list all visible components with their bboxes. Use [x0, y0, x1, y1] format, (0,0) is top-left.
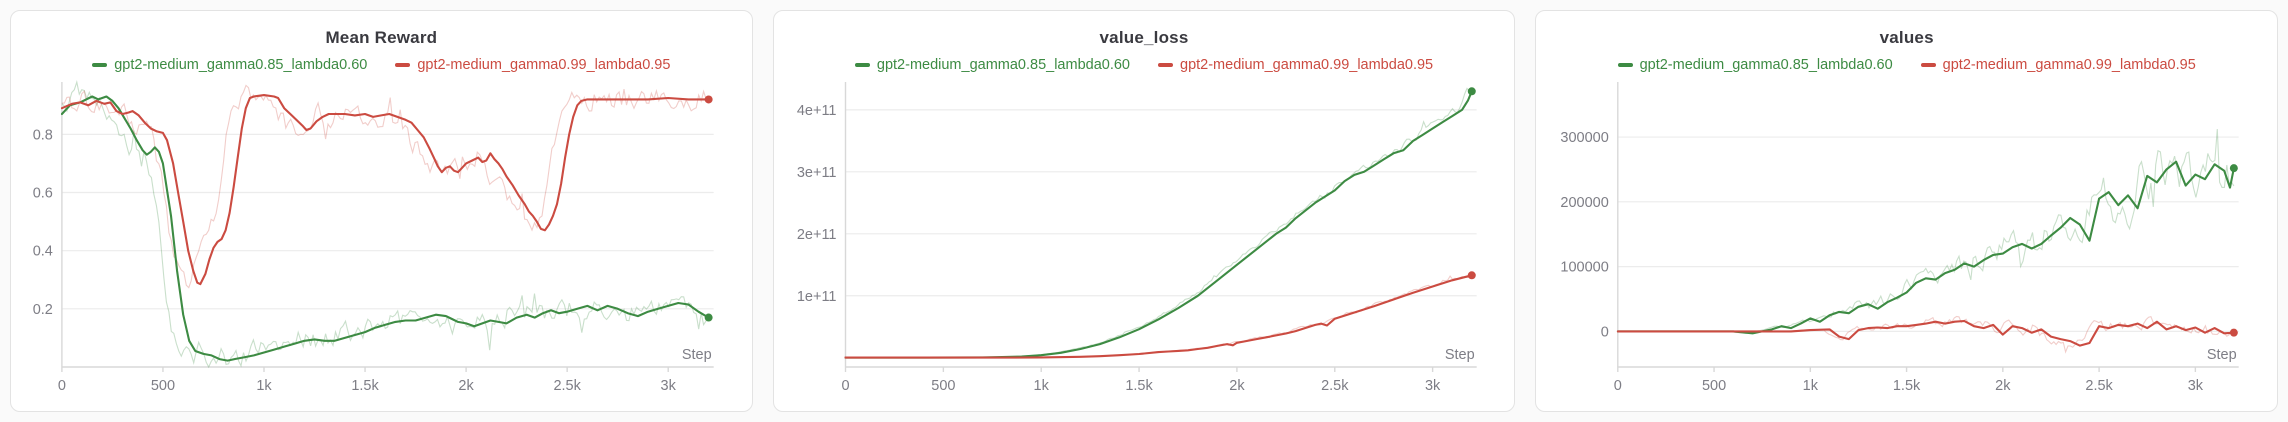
svg-text:3k: 3k: [1425, 378, 1441, 394]
legend-label: gpt2-medium_gamma0.99_lambda0.95: [1180, 57, 1434, 73]
svg-text:0.2: 0.2: [33, 302, 53, 318]
legend-label: gpt2-medium_gamma0.99_lambda0.95: [417, 57, 671, 73]
svg-text:2.5k: 2.5k: [1321, 378, 1349, 394]
svg-text:500: 500: [151, 378, 175, 394]
svg-text:3k: 3k: [2188, 378, 2204, 394]
legend-dash-icon: [1617, 63, 1633, 67]
legend-label: gpt2-medium_gamma0.85_lambda0.60: [876, 57, 1130, 73]
svg-text:0.4: 0.4: [33, 244, 53, 260]
legend-dash-icon: [92, 63, 108, 67]
svg-text:200000: 200000: [1561, 195, 1609, 211]
chart-legend: gpt2-medium_gamma0.85_lambda0.60 gpt2-me…: [774, 56, 1515, 74]
svg-text:1k: 1k: [256, 378, 272, 394]
legend-item-run-2[interactable]: gpt2-medium_gamma0.99_lambda0.95: [395, 56, 670, 74]
svg-text:500: 500: [931, 378, 955, 394]
chart-card-mean-reward: Mean Reward gpt2-medium_gamma0.85_lambda…: [10, 10, 753, 412]
chart-legend: gpt2-medium_gamma0.85_lambda0.60 gpt2-me…: [1536, 56, 2277, 74]
svg-text:Step: Step: [2207, 347, 2237, 363]
svg-text:0.8: 0.8: [33, 127, 53, 143]
value-loss-plot[interactable]: 0 500 1k 1.5k 2k 2.5k 3k 1e+11 2e+11 3e+11 4e+11 St…: [774, 74, 1515, 411]
plot-area: 0 500 1k 1.5k 2k 2.5k 3k 0.2 0.4 0.6 0.8 Step: [11, 74, 752, 411]
legend-item-run-2[interactable]: gpt2-medium_gamma0.99_lambda0.95: [1158, 56, 1433, 74]
legend-dash-icon: [1920, 63, 1936, 67]
plot-area: 0 500 1k 1.5k 2k 2.5k 3k 1e+11 2e+11 3e+11 4e+11 St…: [774, 74, 1515, 411]
svg-text:2e+11: 2e+11: [797, 227, 837, 243]
svg-text:2k: 2k: [1229, 378, 1245, 394]
svg-text:0.6: 0.6: [33, 186, 53, 202]
legend-label: gpt2-medium_gamma0.85_lambda0.60: [114, 57, 368, 73]
legend-item-run-2[interactable]: gpt2-medium_gamma0.99_lambda0.95: [1920, 56, 2196, 74]
svg-text:3k: 3k: [661, 378, 677, 394]
svg-text:2k: 2k: [458, 378, 474, 394]
chart-title: Mean Reward: [325, 28, 438, 47]
chart-legend: gpt2-medium_gamma0.85_lambda0.60 gpt2-me…: [11, 56, 752, 74]
svg-text:1k: 1k: [1033, 378, 1049, 394]
legend-dash-icon: [395, 63, 411, 67]
svg-text:1e+11: 1e+11: [797, 289, 837, 305]
svg-text:2.5k: 2.5k: [2086, 378, 2114, 394]
legend-label: gpt2-medium_gamma0.99_lambda0.95: [1942, 57, 2196, 73]
values-plot[interactable]: 0 500 1k 1.5k 2k 2.5k 3k 0 100000 200000 300000 Ste…: [1536, 74, 2277, 411]
svg-text:Step: Step: [682, 347, 712, 363]
svg-text:500: 500: [1702, 378, 1726, 394]
svg-text:100000: 100000: [1561, 260, 1609, 276]
svg-text:3e+11: 3e+11: [797, 165, 837, 181]
svg-text:2k: 2k: [1996, 378, 2012, 394]
chart-card-value-loss: value_loss gpt2-medium_gamma0.85_lambda0…: [772, 10, 1516, 412]
plot-area: 0 500 1k 1.5k 2k 2.5k 3k 0 100000 200000 300000 Ste…: [1536, 74, 2277, 411]
svg-text:300000: 300000: [1561, 130, 1609, 146]
legend-item-run-1[interactable]: gpt2-medium_gamma0.85_lambda0.60: [92, 56, 367, 74]
svg-text:1.5k: 1.5k: [351, 378, 379, 394]
mean-reward-plot[interactable]: 0 500 1k 1.5k 2k 2.5k 3k 0.2 0.4 0.6 0.8 Step: [11, 74, 752, 411]
svg-text:0: 0: [1614, 378, 1622, 394]
svg-text:4e+11: 4e+11: [797, 103, 837, 119]
legend-dash-icon: [1158, 63, 1173, 67]
svg-text:0: 0: [1601, 324, 1609, 340]
svg-text:2.5k: 2.5k: [553, 378, 581, 394]
chart-card-values: values gpt2-medium_gamma0.85_lambda0.60 …: [1535, 10, 2279, 412]
svg-text:Step: Step: [1445, 347, 1475, 363]
chart-title: values: [1879, 28, 1934, 47]
svg-text:1.5k: 1.5k: [1125, 378, 1153, 394]
chart-title: value_loss: [1099, 28, 1189, 47]
legend-item-run-1[interactable]: gpt2-medium_gamma0.85_lambda0.60: [854, 56, 1130, 74]
legend-item-run-1[interactable]: gpt2-medium_gamma0.85_lambda0.60: [1617, 56, 1893, 74]
svg-text:0: 0: [841, 378, 849, 394]
svg-text:1.5k: 1.5k: [1893, 378, 1921, 394]
svg-text:1k: 1k: [1803, 378, 1819, 394]
legend-label: gpt2-medium_gamma0.85_lambda0.60: [1639, 57, 1893, 73]
svg-text:0: 0: [58, 378, 66, 394]
legend-dash-icon: [854, 63, 870, 67]
